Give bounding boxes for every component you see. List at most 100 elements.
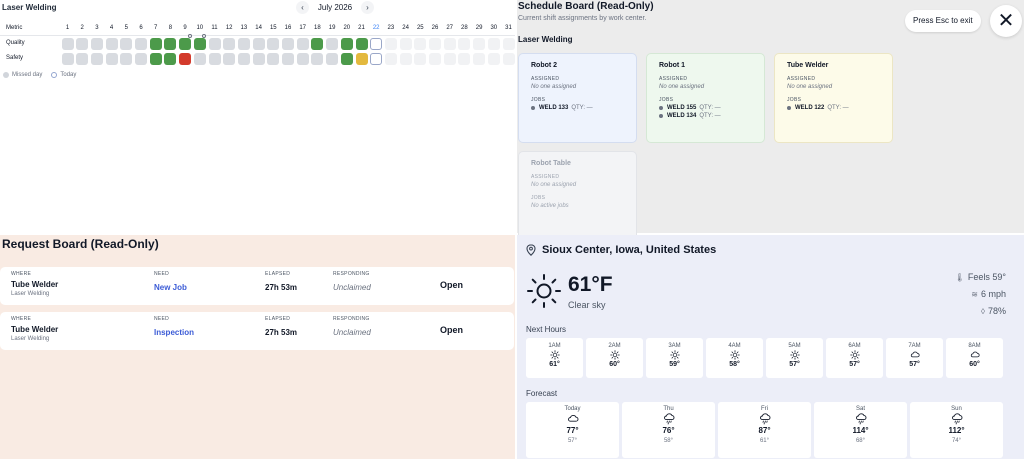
day-cell[interactable]	[414, 38, 427, 50]
day-cell[interactable]	[193, 53, 206, 65]
day-cell[interactable]	[61, 53, 74, 65]
day-cell[interactable]	[355, 53, 368, 65]
day-cell[interactable]	[90, 38, 103, 50]
day-cell[interactable]	[399, 38, 412, 50]
day-cell[interactable]	[414, 53, 427, 65]
day-cell[interactable]	[149, 38, 162, 50]
day-cell[interactable]	[355, 38, 368, 50]
day-cell[interactable]	[61, 38, 74, 50]
day-cell[interactable]	[90, 53, 103, 65]
day-cell[interactable]	[267, 38, 280, 50]
day-cell[interactable]	[502, 38, 515, 50]
request-board-title: Request Board (Read-Only)	[2, 237, 159, 251]
work-center-card[interactable]: Robot 2 ASSIGNED No one assigned JOBS WELD 1…	[518, 53, 637, 143]
legend-today: Today	[51, 72, 76, 78]
day-cell[interactable]	[487, 38, 500, 50]
day-cell[interactable]	[384, 38, 397, 50]
sun-icon	[549, 350, 560, 360]
jobs-label: JOBS	[531, 195, 546, 201]
day-cell[interactable]	[370, 38, 383, 50]
day-cell[interactable]	[384, 53, 397, 65]
assigned-label: ASSIGNED	[531, 76, 560, 82]
day-cell[interactable]	[208, 38, 221, 50]
day-cell[interactable]	[105, 38, 118, 50]
job-item[interactable]: WELD 134 QTY: —	[659, 113, 752, 119]
assigned-value: No one assigned	[531, 182, 577, 188]
elapsed-column: ELAPSED 27h 53m	[265, 271, 297, 292]
day-cell[interactable]	[296, 38, 309, 50]
panel-title: Laser Welding	[2, 3, 57, 12]
job-item[interactable]: WELD 155 QTY: —	[659, 105, 752, 111]
hour-time: 4AM	[728, 343, 741, 349]
next-month-button[interactable]: ›	[361, 1, 374, 14]
prev-month-button[interactable]: ‹	[296, 1, 309, 14]
day-cell[interactable]	[149, 53, 162, 65]
day-number: 21	[358, 25, 365, 31]
day-cell[interactable]	[135, 53, 147, 65]
day-cell[interactable]	[237, 38, 250, 50]
day-cell[interactable]	[443, 53, 456, 65]
forecast-icon-wrap	[622, 413, 715, 425]
day-cell[interactable]	[208, 53, 221, 65]
hour-card: 2AM 60°	[586, 338, 643, 378]
hour-icon-wrap	[526, 350, 583, 360]
day-cell[interactable]	[223, 53, 236, 65]
day-number: 29	[475, 25, 483, 31]
day-cell[interactable]	[473, 38, 486, 50]
day-cell[interactable]	[458, 53, 471, 65]
day-cell[interactable]	[326, 53, 339, 65]
hour-time: 5AM	[788, 343, 801, 349]
day-cell[interactable]	[311, 53, 324, 65]
day-cell[interactable]	[370, 53, 383, 65]
day-cell[interactable]	[282, 53, 294, 65]
work-center-card[interactable]: Robot 1 ASSIGNED No one assigned JOBS WELD 1…	[646, 53, 765, 143]
day-cell[interactable]	[164, 53, 177, 65]
work-center-card[interactable]: Tube Welder ASSIGNED No one assigned JOBS WE…	[774, 53, 893, 143]
request-row[interactable]: WHERE Tube Welder Laser Welding NEED New Job…	[0, 267, 514, 305]
day-cell[interactable]	[164, 38, 177, 50]
day-cell[interactable]	[340, 38, 353, 50]
work-center-card[interactable]: Robot Table ASSIGNED No one assigned JOBS No…	[518, 151, 637, 241]
day-cell[interactable]	[193, 38, 206, 50]
day-cell[interactable]	[487, 53, 500, 65]
day-cell[interactable]	[502, 53, 515, 65]
day-cell[interactable]	[76, 53, 89, 65]
exit-hint-button[interactable]: Press Esc to exit	[905, 10, 981, 32]
day-cell[interactable]	[458, 38, 471, 50]
day-cell[interactable]	[135, 38, 147, 50]
day-cell[interactable]	[237, 53, 250, 65]
day-cell[interactable]	[282, 38, 294, 50]
day-cell[interactable]	[252, 38, 265, 50]
hour-temp: 60°	[969, 361, 980, 368]
day-cell[interactable]	[76, 38, 89, 50]
day-cell[interactable]	[105, 53, 118, 65]
forecast-day-card: Sun 112° 74°	[910, 402, 1003, 458]
day-cell[interactable]	[252, 53, 265, 65]
day-cell[interactable]	[179, 38, 192, 50]
day-cell[interactable]	[326, 38, 339, 50]
day-cell[interactable]	[340, 53, 353, 65]
day-cell[interactable]	[267, 53, 280, 65]
day-cell[interactable]	[443, 38, 456, 50]
forecast-icon-wrap	[814, 413, 907, 425]
day-cell[interactable]	[120, 53, 133, 65]
close-icon[interactable]: ✕	[990, 5, 1022, 37]
day-cell[interactable]	[473, 53, 486, 65]
day-cell[interactable]	[296, 53, 309, 65]
day-cell[interactable]	[179, 53, 192, 65]
day-cell[interactable]	[311, 38, 324, 50]
day-cell[interactable]	[223, 38, 236, 50]
day-cell[interactable]	[429, 53, 441, 65]
need-value[interactable]: Inspection	[154, 328, 195, 337]
sun-icon	[669, 350, 680, 360]
job-qty: QTY: —	[699, 113, 721, 119]
request-row[interactable]: WHERE Tube Welder Laser Welding NEED Inspect…	[0, 312, 514, 350]
status-label: Open	[440, 325, 464, 335]
day-cell[interactable]	[399, 53, 412, 65]
day-cell[interactable]	[429, 38, 441, 50]
job-item[interactable]: WELD 133 QTY: —	[531, 105, 624, 111]
metric-row: Safety	[0, 51, 516, 66]
day-cell[interactable]	[120, 38, 133, 50]
job-item[interactable]: WELD 122 QTY: —	[787, 105, 880, 111]
need-value[interactable]: New Job	[154, 283, 187, 292]
